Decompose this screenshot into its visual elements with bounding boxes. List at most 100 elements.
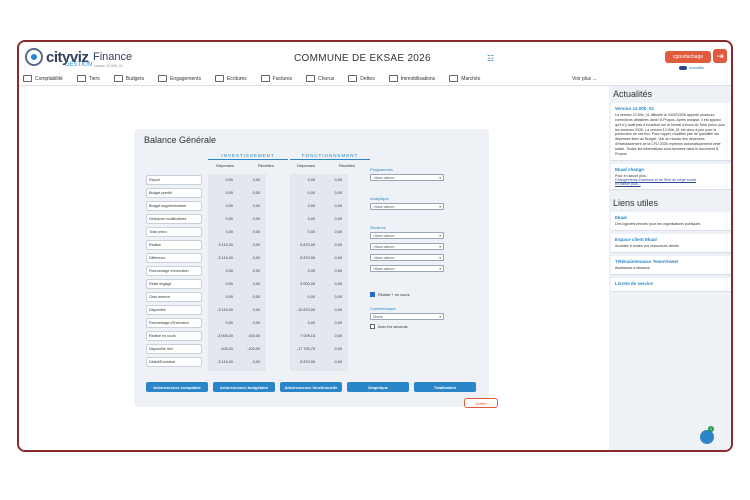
row-value: 0,00 — [225, 230, 233, 234]
row-value: 0,00 — [252, 178, 260, 182]
chat-icon[interactable] — [700, 430, 714, 444]
news-toggle[interactable]: Actualités — [679, 66, 704, 70]
news-heading: Version 12.00b_01 — [615, 106, 655, 111]
nav-budgets[interactable]: Budgets — [113, 75, 144, 82]
row-value: 3 110,00 — [218, 243, 234, 247]
row-value: 0,00 — [225, 191, 233, 195]
programmes-select[interactable]: <Sans valeur> ▾ — [370, 174, 444, 181]
bank-icon — [348, 75, 358, 82]
logout-icon[interactable]: ⇥ — [713, 49, 727, 63]
row-value: 100,00 — [248, 334, 260, 338]
investissement-header: INVESTISSEMENT — [208, 153, 288, 160]
row-value: 0,00 — [334, 308, 342, 312]
totalisation-button[interactable]: Totalisation — [414, 382, 476, 392]
row-value: 3 000,00 — [300, 282, 315, 286]
ekaal-change-text: Pour en savoir plus : — [615, 173, 648, 178]
row-value: -3 110,00 — [217, 308, 233, 312]
row-value: 0,00 — [252, 308, 260, 312]
row-value: 0,00 — [334, 269, 342, 273]
row-value: 0,00 — [225, 204, 233, 208]
nav-chorus[interactable]: Chorus — [306, 75, 334, 82]
row-value: 0,00 — [252, 230, 260, 234]
row-label: Budget supplémentaire — [146, 201, 202, 211]
row-value: 0,00 — [225, 295, 233, 299]
row-value: 0,00 — [252, 295, 260, 299]
row-value: -100,00 — [220, 347, 233, 351]
arbo-budgetaire-button[interactable]: Arborescence budgétaire — [213, 382, 275, 392]
row-label: Total prévu — [146, 227, 202, 237]
row-value: 0,00 — [252, 204, 260, 208]
row-value: 0,00 — [225, 217, 233, 221]
row-value: -5 870,00 — [298, 256, 315, 260]
pencil-icon — [214, 75, 224, 82]
nav-factures[interactable]: Factures — [260, 75, 292, 82]
link-card-livrets[interactable]: Livrets de service — [611, 277, 731, 292]
row-value: 0,00 — [334, 191, 342, 195]
row-value: 0,00 — [334, 295, 342, 299]
nav-marches[interactable]: Marchés — [449, 75, 480, 82]
row-label: Déficit/Excédent — [146, 357, 202, 367]
nav-tiers[interactable]: Tiers — [76, 75, 100, 82]
app-window: cityviz GESTION Finance version 12.00b_0… — [17, 40, 733, 452]
row-label: Report — [146, 175, 202, 185]
link-card-teamviewer[interactable]: Télémaintenance TeamViewer Assistance à … — [611, 256, 731, 275]
panel-title: Balance Générale — [144, 135, 217, 145]
row-label: Ordo réservé — [146, 292, 202, 302]
secteur-select-3[interactable]: <Sans valeur> ▾ — [370, 254, 444, 261]
link-card-ekaal[interactable]: Ekaal Des logiciels pensés pour les orga… — [611, 212, 731, 232]
contremarque-select[interactable]: Divers ▾ — [370, 313, 444, 320]
row-label: Décisions modificatives — [146, 214, 202, 224]
analytique-label: Analytique — [370, 196, 389, 201]
arbo-comptable-button[interactable]: Arborescence comptable — [146, 382, 208, 392]
graphique-button[interactable]: Graphique — [347, 382, 409, 392]
row-value: 7 009,15 — [300, 334, 315, 338]
handshake-icon — [158, 75, 168, 82]
quit-button[interactable]: Quitter — [464, 398, 498, 408]
secondes-checkbox[interactable] — [370, 324, 375, 329]
nav-more[interactable]: Voir plus ... — [572, 76, 597, 82]
secteurs-group: Secteurs <Sans valeur> ▾ <Sans valeur> ▾ <… — [370, 225, 484, 276]
invoice-icon — [260, 75, 270, 82]
row-value: 0,00 — [307, 178, 315, 182]
row-value: 0,00 — [225, 269, 233, 273]
realise-group: Réalisé + en cours — [370, 292, 484, 297]
news-text: La version 12.00b_01 diffusée le 04/02/2… — [615, 113, 726, 156]
row-value: 0,00 — [225, 178, 233, 182]
app-header: cityviz GESTION Finance version 12.00b_0… — [19, 42, 731, 72]
row-value: -17 709,75 — [296, 347, 315, 351]
ekaal-more-link[interactable]: En savoir plus... — [615, 182, 641, 187]
row-value: 0,00 — [252, 269, 260, 273]
accounting-icon — [23, 75, 32, 82]
nav-comptabilite[interactable]: Comptabilité — [23, 75, 63, 82]
toggle-switch[interactable] — [679, 66, 687, 70]
nav-ecritures[interactable]: Ecritures — [214, 75, 247, 82]
row-value: 0,00 — [334, 282, 342, 286]
realise-checkbox[interactable] — [370, 292, 375, 297]
arbo-fonctionnelle-button[interactable]: Arborescence fonctionnelle — [280, 382, 342, 392]
contremarque-label: Contremarque — [370, 306, 396, 311]
row-label: Réalisé — [146, 240, 202, 250]
ekaal-change-link[interactable]: Changements d'adresse et de Siret du siè… — [615, 178, 696, 183]
inv-depenses-hdr: Dépenses — [216, 163, 235, 168]
nav-immobilisations[interactable]: Immobilisations — [388, 75, 435, 82]
row-value: 0,00 — [334, 321, 342, 325]
secteur-select-4[interactable]: <Sans valeur> ▾ — [370, 265, 444, 272]
menu-grid-icon[interactable]: ☷ — [487, 54, 495, 63]
app-logo[interactable]: cityviz — [25, 48, 89, 66]
realise-checkbox-row[interactable]: Réalisé + en cours — [370, 292, 484, 297]
secondes-checkbox-row[interactable]: Avec les seconds — [370, 324, 484, 329]
secteur-select-1[interactable]: <Sans valeur> ▾ — [370, 232, 444, 239]
app-name: Finance — [93, 51, 133, 63]
row-value: 0,00 — [252, 360, 260, 364]
link-card-espace-client[interactable]: Espace client Ekaal Accédez à toutes vos… — [611, 234, 731, 254]
row-label: Disponible réel — [146, 344, 202, 354]
fon-depenses-hdr: Dépenses — [297, 163, 316, 168]
nav-dettes[interactable]: Dettes — [348, 75, 375, 82]
toggle-label: Actualités — [689, 66, 705, 70]
row-value: 0,00 — [307, 217, 315, 221]
secteur-select-2[interactable]: <Sans valeur> ▾ — [370, 243, 444, 250]
analytique-select[interactable]: <Sans valeur> ▾ — [370, 203, 444, 210]
news-card: Version 12.00b_01 La version 12.00b_01 d… — [611, 103, 731, 161]
recharge-button[interactable]: cgourluchage — [665, 51, 711, 63]
nav-engagements[interactable]: Engagements — [158, 75, 201, 82]
